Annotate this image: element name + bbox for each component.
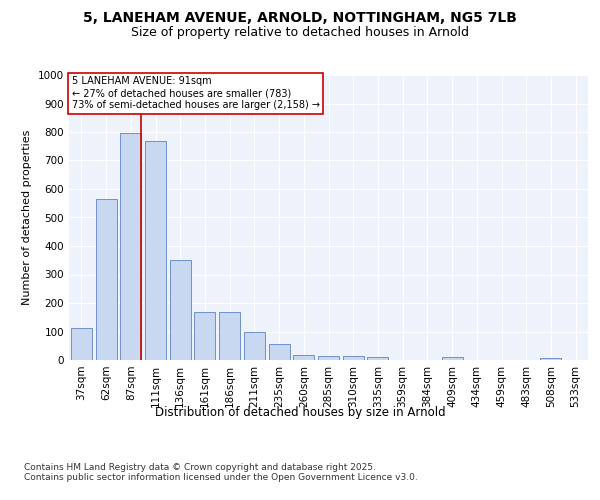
Bar [95, 199, 116, 360]
Text: Size of property relative to detached houses in Arnold: Size of property relative to detached ho… [131, 26, 469, 39]
Bar [194, 312, 215, 360]
Bar [318, 356, 339, 360]
Text: 5, LANEHAM AVENUE, ARNOLD, NOTTINGHAM, NG5 7LB: 5, LANEHAM AVENUE, ARNOLD, NOTTINGHAM, N… [83, 10, 517, 24]
Bar [367, 357, 388, 360]
Bar [343, 356, 364, 360]
Bar [170, 260, 191, 360]
Bar [145, 140, 166, 360]
Bar [71, 328, 92, 360]
Text: Distribution of detached houses by size in Arnold: Distribution of detached houses by size … [155, 406, 445, 419]
Bar [269, 344, 290, 360]
Bar [541, 358, 562, 360]
Bar [219, 312, 240, 360]
Bar [244, 332, 265, 360]
Bar [293, 355, 314, 360]
Y-axis label: Number of detached properties: Number of detached properties [22, 130, 32, 305]
Bar [120, 134, 141, 360]
Text: 5 LANEHAM AVENUE: 91sqm
← 27% of detached houses are smaller (783)
73% of semi-d: 5 LANEHAM AVENUE: 91sqm ← 27% of detache… [71, 76, 320, 110]
Bar [442, 357, 463, 360]
Text: Contains HM Land Registry data © Crown copyright and database right 2025.
Contai: Contains HM Land Registry data © Crown c… [24, 463, 418, 482]
